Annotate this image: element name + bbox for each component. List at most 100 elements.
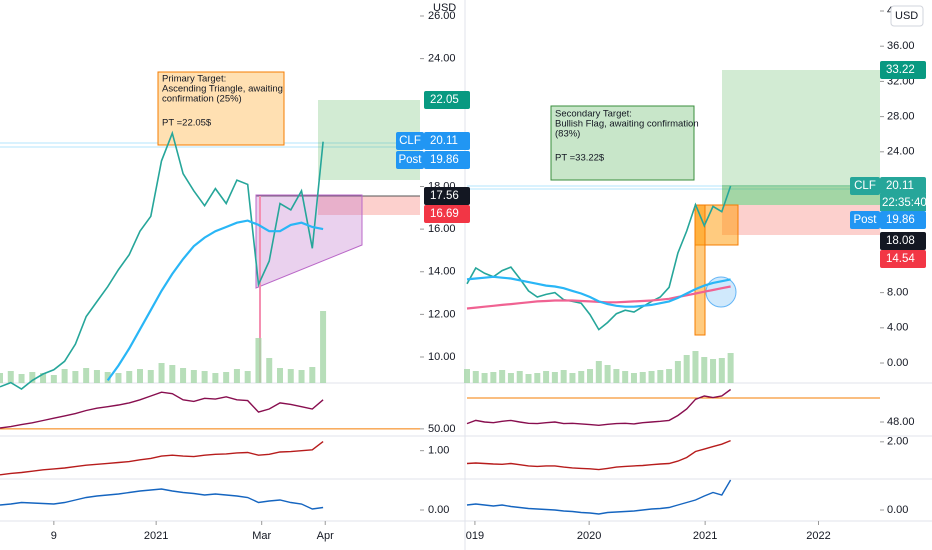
volume-bar bbox=[223, 372, 230, 383]
price-label: 14.54 bbox=[886, 253, 915, 265]
volume-bar bbox=[481, 373, 488, 383]
price-label-box bbox=[424, 205, 470, 223]
y-tick-label: 8.00 bbox=[887, 287, 908, 299]
y-tick-label: 28.00 bbox=[887, 111, 915, 123]
note-line: confirmation (25%) bbox=[162, 93, 242, 104]
volume-bar bbox=[201, 371, 208, 383]
note-line: (83%) bbox=[555, 128, 580, 139]
currency: USD bbox=[433, 2, 456, 14]
timer: 22:35:40 bbox=[882, 197, 927, 209]
price-label-box bbox=[880, 61, 926, 79]
price-label: 20.11 bbox=[430, 135, 458, 147]
price-label-box bbox=[880, 177, 926, 195]
volume-bar bbox=[701, 357, 708, 383]
note-line: Bullish Flag, awaiting confirmation bbox=[555, 118, 699, 129]
indicator-line bbox=[0, 441, 324, 476]
volume-bar bbox=[569, 373, 576, 383]
y-tick-label: 16.00 bbox=[428, 223, 456, 235]
note: Primary Target:Ascending Triangle, await… bbox=[162, 73, 283, 128]
volume-bar bbox=[516, 371, 523, 383]
price-label: 22.05 bbox=[430, 94, 459, 106]
volume-bar bbox=[604, 365, 611, 383]
flag-pole bbox=[694, 204, 706, 336]
tag-label: CLF bbox=[399, 135, 421, 147]
y-tick-label: 10.00 bbox=[428, 351, 456, 363]
x-tick-label: 2021 bbox=[693, 530, 717, 542]
volume-bar bbox=[657, 370, 664, 383]
note-box bbox=[550, 105, 695, 181]
volume-bar bbox=[683, 355, 690, 383]
stop-zone bbox=[318, 196, 420, 215]
volume-bar bbox=[50, 375, 57, 383]
volume-bar bbox=[525, 374, 532, 383]
x-tick-label: 2020 bbox=[577, 530, 601, 542]
currency-box bbox=[890, 5, 924, 27]
volume-bar bbox=[551, 372, 558, 383]
x-tick-label: 9 bbox=[51, 530, 57, 542]
price-label: 20.11 bbox=[886, 180, 914, 192]
volume-bar bbox=[158, 363, 165, 383]
volume-bar bbox=[309, 367, 316, 383]
y-tick-label: 14.00 bbox=[428, 266, 456, 278]
note-box bbox=[157, 71, 285, 146]
price-line bbox=[466, 185, 732, 331]
timer-box bbox=[880, 194, 926, 211]
target-zone bbox=[722, 185, 880, 205]
x-tick-label: Mar bbox=[252, 530, 271, 542]
price-label: 33.22 bbox=[886, 64, 915, 76]
volume-bar bbox=[499, 370, 506, 383]
price-line bbox=[466, 285, 731, 310]
price-label: 16.69 bbox=[430, 208, 459, 220]
x-tick-label: 2022 bbox=[806, 530, 830, 542]
volume-bar bbox=[320, 311, 327, 383]
volume-bar bbox=[255, 338, 262, 383]
indicator-line bbox=[0, 391, 324, 429]
volume-bar bbox=[29, 372, 36, 383]
volume-bar bbox=[180, 368, 187, 383]
price-label-box bbox=[424, 187, 470, 205]
volume-bar bbox=[718, 358, 725, 383]
volume-bar bbox=[630, 373, 637, 383]
y-tick-label: 50.00 bbox=[428, 423, 456, 435]
price-label: 17.56 bbox=[430, 190, 459, 202]
note: Secondary Target:Bullish Flag, awaiting … bbox=[555, 108, 699, 163]
tag-label: CLF bbox=[854, 180, 876, 192]
volume-bar bbox=[93, 370, 100, 383]
indicator-line bbox=[466, 439, 731, 471]
price-label-box bbox=[880, 211, 926, 229]
volume-bar bbox=[266, 358, 273, 383]
price-label-box bbox=[880, 232, 926, 250]
volume-bar bbox=[587, 369, 594, 383]
volume-bar bbox=[727, 353, 734, 383]
volume-bar bbox=[40, 373, 47, 383]
y-tick-label: 48.00 bbox=[887, 416, 915, 428]
volume-bar bbox=[472, 371, 479, 383]
volume-bar bbox=[648, 371, 655, 383]
volume-bar bbox=[560, 370, 567, 383]
note-line: PT =33.22$ bbox=[555, 152, 605, 163]
volume-bar bbox=[83, 368, 90, 383]
volume-bar bbox=[115, 373, 122, 383]
y-tick-label: 0.00 bbox=[887, 357, 908, 369]
volume-bar bbox=[137, 369, 143, 383]
price-label: 19.86 bbox=[886, 214, 915, 226]
volume-bar bbox=[126, 371, 133, 383]
volume-bar bbox=[298, 370, 305, 383]
y-tick-label: 24.00 bbox=[428, 53, 456, 65]
y-tick-label: 0.00 bbox=[887, 504, 908, 516]
price-label: 19.86 bbox=[430, 154, 459, 166]
price-label-box bbox=[880, 250, 926, 268]
tag-box bbox=[850, 211, 880, 229]
indicator-line bbox=[466, 479, 732, 515]
y-tick-label: 36.00 bbox=[887, 40, 915, 52]
price-line bbox=[106, 219, 324, 382]
volume-bar bbox=[543, 371, 550, 383]
y-tick-label: 4.00 bbox=[887, 322, 908, 334]
volume-bar bbox=[578, 371, 585, 383]
volume-bar bbox=[104, 372, 111, 383]
x-tick-label: 019 bbox=[466, 530, 484, 542]
price-line bbox=[466, 275, 731, 308]
y-tick-label: 0.00 bbox=[428, 504, 449, 516]
tag-label: Post bbox=[398, 154, 422, 166]
